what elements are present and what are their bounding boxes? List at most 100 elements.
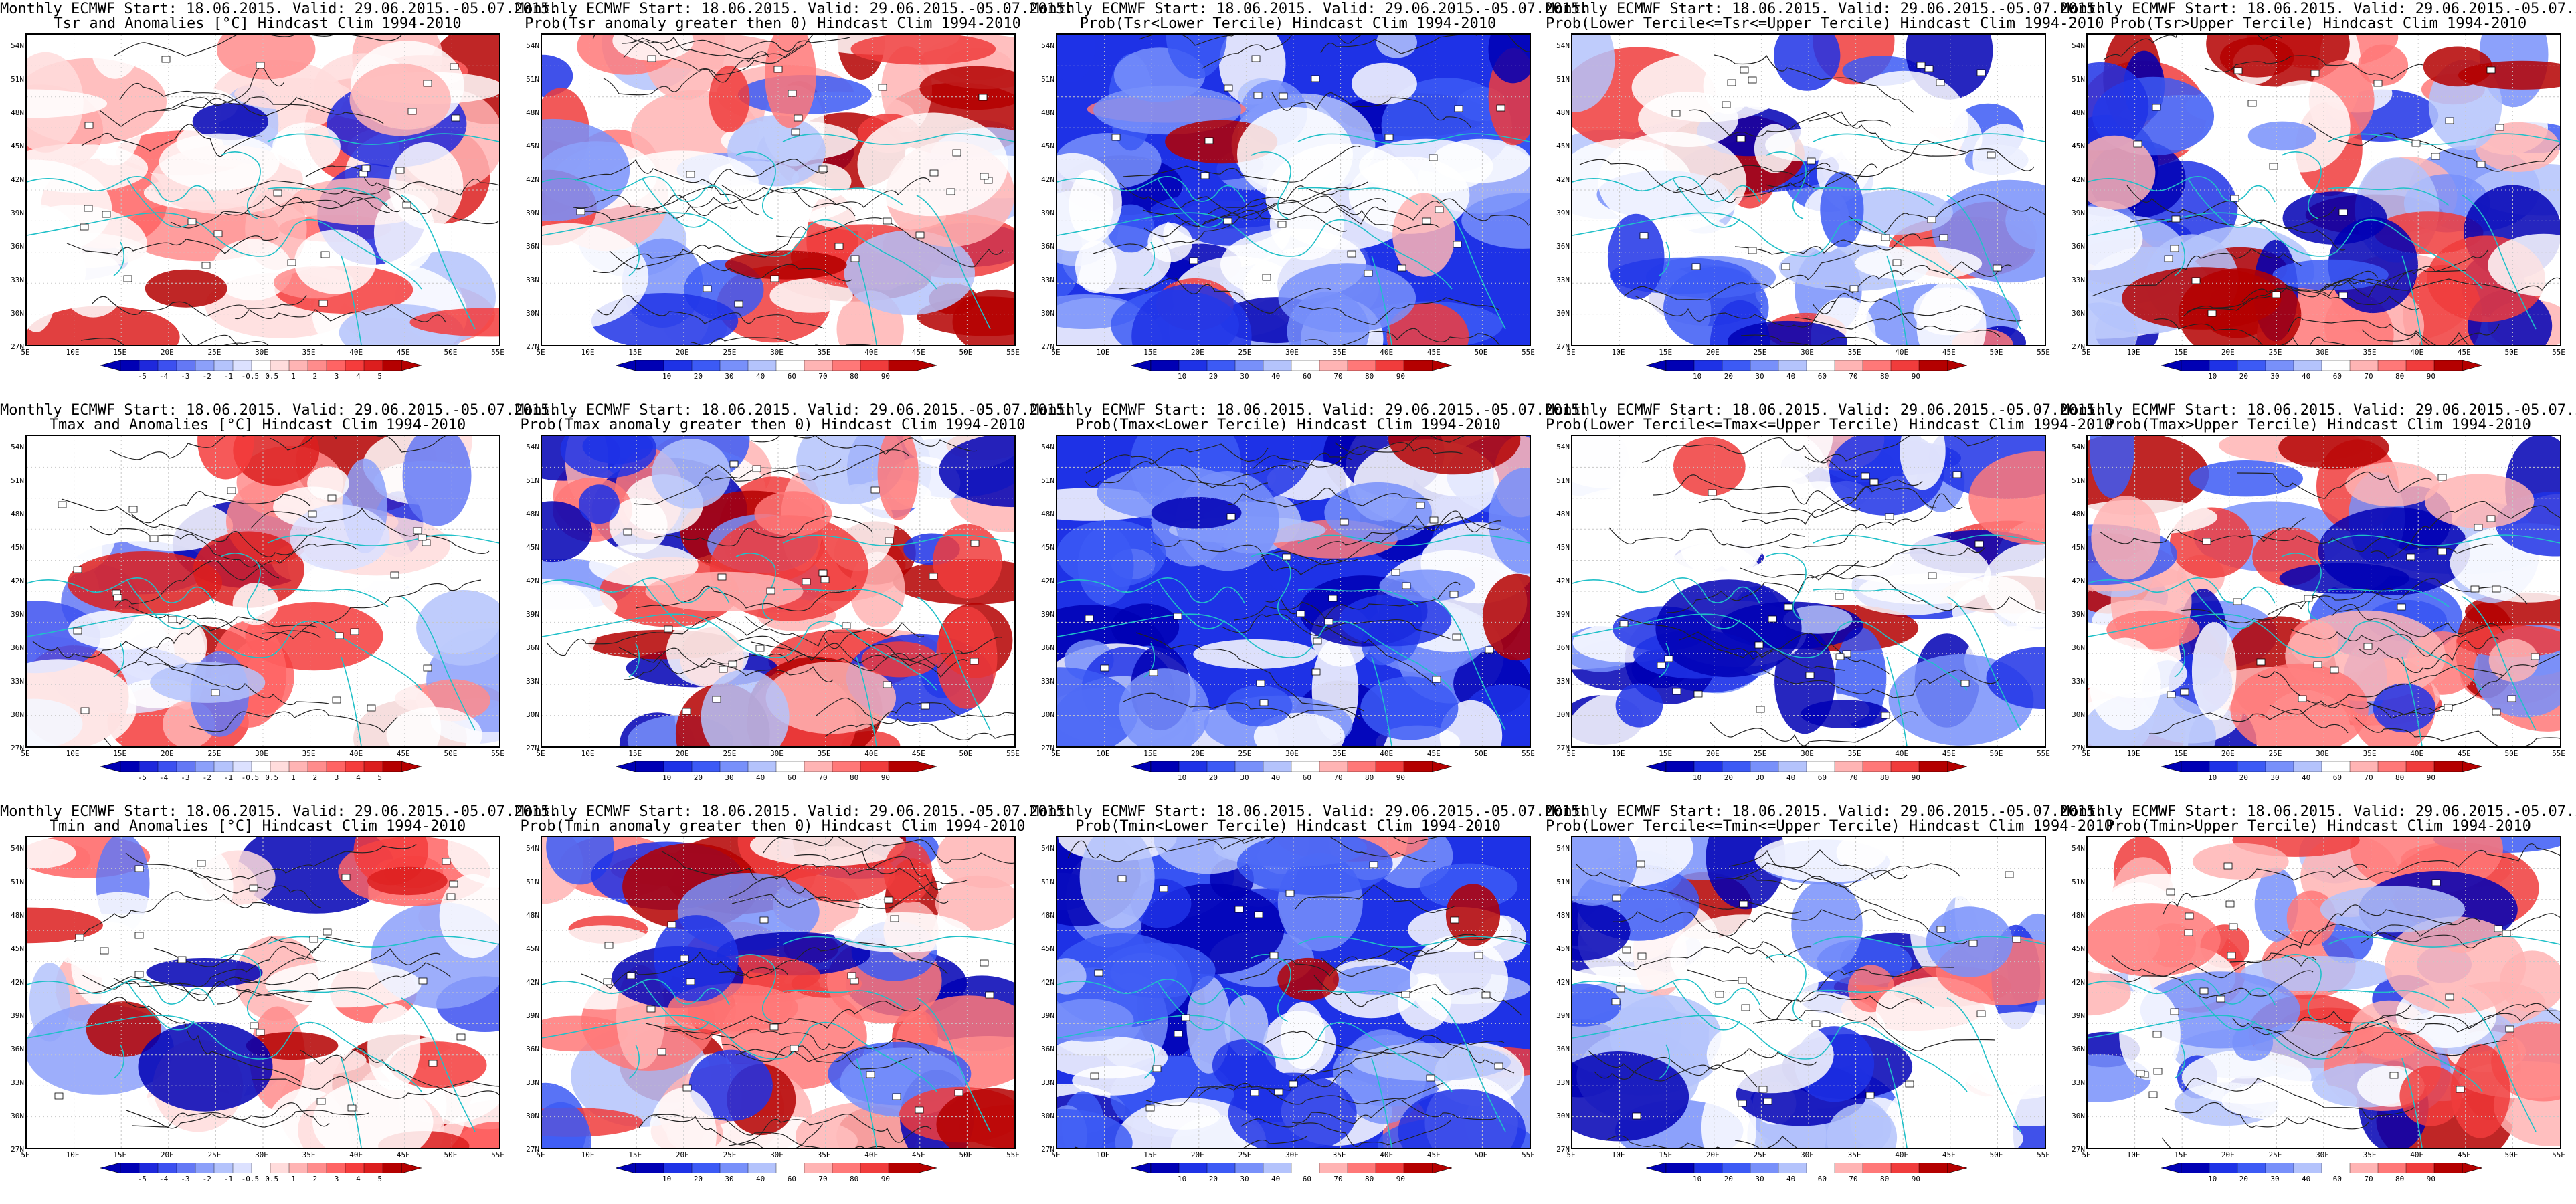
- lon-label: 30E: [255, 348, 268, 357]
- station-marker: [1885, 513, 1894, 520]
- colorbar-tick-label: 10: [1693, 1175, 1702, 1183]
- contour-line: [130, 513, 327, 557]
- lat-label: 30N: [2072, 309, 2085, 318]
- shading-cell: [2232, 1024, 2274, 1061]
- shading-cell: [1072, 1066, 1156, 1096]
- station-marker: [80, 707, 90, 714]
- lat-label: 30N: [1041, 1112, 1054, 1120]
- coastline: [1371, 255, 1392, 345]
- contour-line: [1740, 546, 1986, 581]
- contour-line: [190, 843, 417, 881]
- station-marker: [1364, 270, 1373, 277]
- map-svg: [542, 35, 1014, 345]
- station-marker: [980, 959, 989, 967]
- coastline: [1672, 579, 1740, 629]
- panel-subtitle: Prob(Lower Tercile<=Tmax<=Upper Tercile)…: [1546, 417, 2113, 433]
- station-marker: [834, 243, 844, 250]
- station-marker: [177, 956, 187, 963]
- lat-label: 48N: [2072, 108, 2085, 117]
- lat-label: 36N: [2072, 1045, 2085, 1054]
- station-marker: [1262, 274, 1271, 281]
- station-marker: [318, 300, 328, 307]
- lat-label: 45N: [1041, 543, 1054, 552]
- colorbar-tick-label: -4: [159, 773, 169, 782]
- station-marker: [576, 208, 585, 215]
- contour-line: [1617, 946, 1775, 971]
- station-marker: [1672, 688, 1681, 695]
- contour-line: [592, 35, 803, 76]
- station-marker: [1416, 502, 1425, 509]
- contour-line: [1119, 182, 1348, 232]
- colorbar-segment: [213, 360, 234, 371]
- colorbar-arrow-left: [1131, 761, 1152, 772]
- contour-line: [1291, 1099, 1497, 1124]
- lon-label: 35E: [2363, 1150, 2377, 1159]
- colorbar-tick-label: 80: [850, 1175, 859, 1183]
- station-marker: [1869, 478, 1879, 486]
- lat-label: 30N: [2072, 710, 2085, 719]
- coastline: [2174, 643, 2185, 678]
- colorbar-segment: [232, 1163, 252, 1173]
- lat-label: 30N: [1556, 710, 1570, 719]
- map-panel: Monthly ECMWF Start: 18.06.2015. Valid: …: [1546, 0, 2104, 401]
- map-svg: [27, 35, 499, 345]
- station-marker: [2507, 695, 2516, 702]
- contour-line: [1260, 516, 1501, 565]
- panel-subtitle: Prob(Tsr anomaly greater then 0) Hindcas…: [525, 15, 1021, 32]
- colorbar-segment: [326, 1163, 346, 1173]
- lon-label: 20E: [675, 749, 689, 758]
- station-marker: [1715, 991, 1724, 998]
- shading-cell: [2385, 916, 2526, 1014]
- colorbar-svg: [1646, 1163, 1967, 1173]
- colorbar-segment: [663, 1163, 693, 1173]
- coastline: [2328, 187, 2450, 206]
- contour-line: [2183, 288, 2420, 316]
- colorbar-tick-label: 60: [2332, 773, 2342, 782]
- station-marker: [766, 587, 775, 595]
- colorbar-tick-label: 40: [1271, 773, 1281, 782]
- station-marker: [1722, 101, 1731, 108]
- shading-cell: [1212, 1039, 1276, 1091]
- contour-line: [1271, 92, 1472, 129]
- station-marker: [818, 165, 828, 173]
- contour-line: [2148, 708, 2349, 734]
- station-marker: [2272, 291, 2281, 298]
- contour-line: [635, 585, 857, 612]
- shading-cell: [2424, 474, 2535, 528]
- colorbar-segment: [663, 360, 693, 371]
- colorbar-arrow-right: [1431, 360, 1452, 371]
- station-marker: [1807, 157, 1816, 165]
- station-marker: [1174, 1030, 1183, 1037]
- station-marker: [1452, 633, 1461, 641]
- contour-line: [2258, 671, 2453, 716]
- contour-line: [2126, 185, 2336, 229]
- station-marker: [2012, 936, 2021, 943]
- colorbar: [1646, 360, 1967, 371]
- coastline: [856, 656, 877, 746]
- colorbar-tick-label: 70: [818, 372, 828, 381]
- contour-line: [1652, 474, 1861, 512]
- lon-label: 15E: [1143, 749, 1158, 758]
- lat-label: 39N: [2072, 1011, 2085, 1020]
- shading-cell: [1360, 676, 1459, 740]
- lon-label: 25E: [1238, 348, 1252, 357]
- lat-label: 36N: [11, 1045, 24, 1054]
- contour-line: [816, 697, 1014, 740]
- coastline: [735, 954, 776, 1022]
- station-marker: [1111, 134, 1121, 141]
- coastline: [1297, 588, 1419, 607]
- lon-label: 40E: [864, 348, 879, 357]
- map-area: [1056, 435, 1531, 748]
- coastline: [1766, 553, 1807, 621]
- station-marker: [2167, 691, 2176, 698]
- lon-label: 35E: [817, 749, 831, 758]
- colorbar-svg: [100, 761, 422, 772]
- lon-label: 15E: [2174, 1150, 2188, 1159]
- shading-cell: [709, 66, 750, 132]
- map-area: [541, 836, 1016, 1149]
- station-marker: [256, 1029, 265, 1036]
- contour-line: [721, 1043, 913, 1070]
- map-area: [1056, 33, 1531, 346]
- station-marker: [952, 149, 961, 157]
- shading-cell: [1150, 193, 1300, 229]
